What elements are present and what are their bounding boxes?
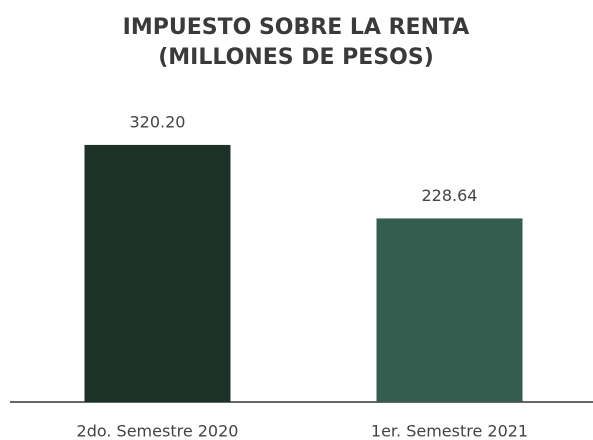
- x-tick-label: 1er. Semestre 2021: [371, 422, 528, 440]
- value-label: 228.64: [422, 186, 478, 205]
- bar: [376, 218, 523, 402]
- chart-title: IMPUESTO SOBRE LA RENTA: [123, 15, 470, 40]
- x-tick-label: 2do. Semestre 2020: [77, 422, 239, 440]
- chart-title: (MILLONES DE PESOS): [158, 45, 434, 70]
- bar: [84, 144, 231, 402]
- value-label: 320.20: [130, 112, 186, 131]
